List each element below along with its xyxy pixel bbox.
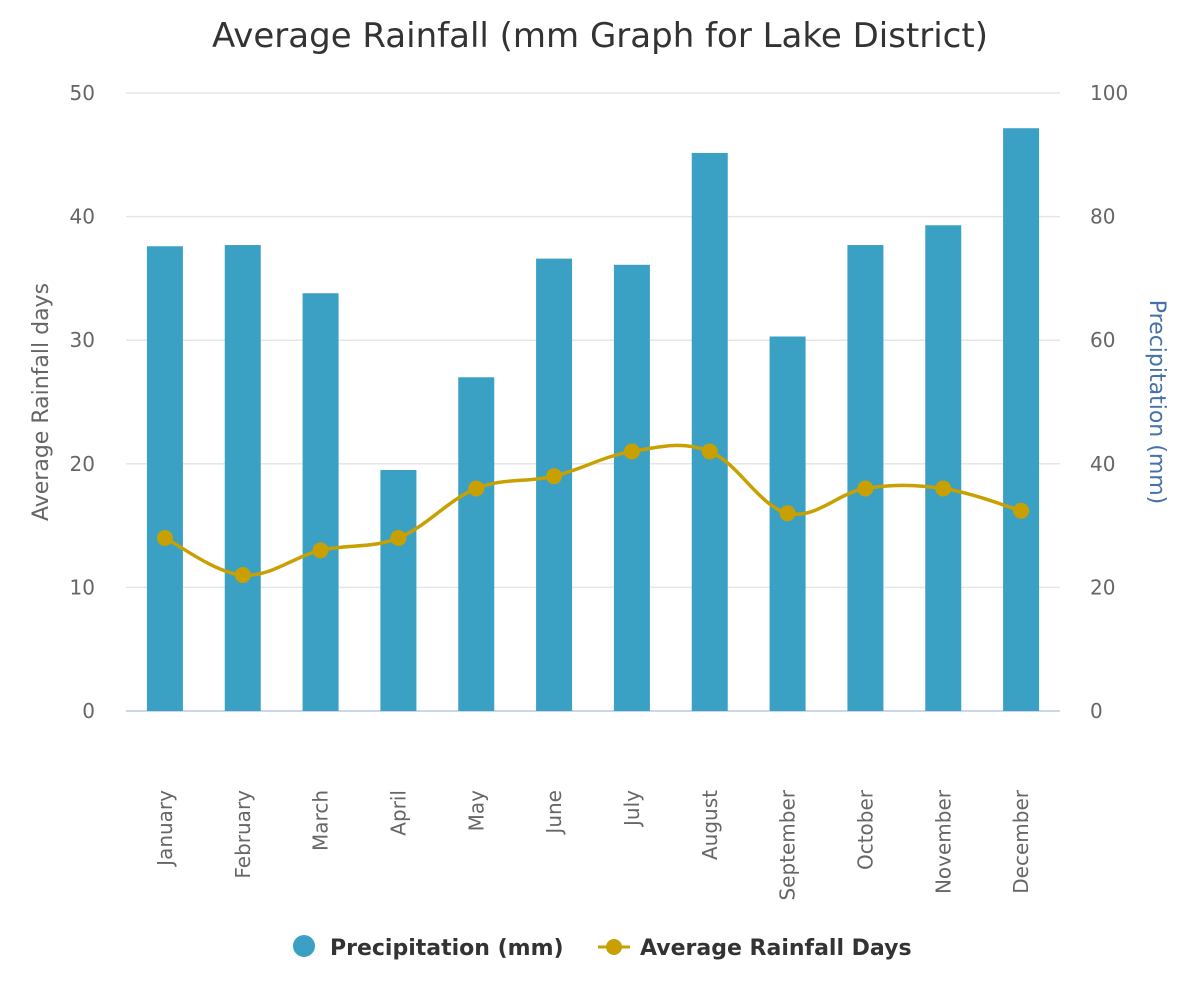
rainfall-days-path [164,443,1022,577]
precipitation-bar[interactable] [302,293,339,711]
x-tick-label: September [776,789,800,900]
left-tick-label: 0 [82,699,95,723]
chart-title: Average Rainfall (mm Graph for Lake Dist… [212,16,988,56]
x-tick-label: March [309,790,333,851]
rainfall-days-point[interactable] [779,505,796,522]
precipitation-bar[interactable] [925,225,962,711]
precipitation-bar[interactable] [146,246,183,711]
legend-rainfall-days-label: Average Rainfall Days [640,936,912,961]
legend: Precipitation (mm) Average Rainfall Days [293,935,912,961]
rainfall-days-point[interactable] [701,443,718,460]
rainfall-days-point[interactable] [546,468,563,485]
legend-precipitation-swatch [293,935,315,957]
left-tick-label: 40 [70,205,95,229]
right-tick-label: 60 [1090,328,1115,352]
precipitation-bar[interactable] [536,258,573,711]
x-tick-label: November [931,789,955,894]
right-axis-title: Precipitation (mm) [1144,300,1169,505]
rainfall-days-line [156,443,1030,584]
rainfall-days-point[interactable] [623,443,640,460]
left-axis-ticks: 0 10 20 30 40 50 [70,81,95,723]
right-tick-label: 100 [1090,81,1128,105]
rainfall-days-point[interactable] [1013,502,1030,519]
legend-precipitation-label: Precipitation (mm) [330,936,564,961]
x-tick-label: December [1009,789,1033,893]
x-tick-label: June [542,790,566,836]
precipitation-bar[interactable] [380,469,417,711]
x-tick-label: February [231,790,255,879]
x-tick-label: January [153,790,177,868]
right-tick-label: 0 [1090,699,1103,723]
precipitation-bar[interactable] [224,245,261,711]
right-tick-label: 80 [1090,205,1115,229]
rainfall-days-point[interactable] [390,529,407,546]
rainfall-days-point[interactable] [312,542,329,559]
left-tick-label: 20 [70,452,95,476]
precipitation-bar[interactable] [1003,128,1040,711]
legend-rainfall-days-marker [606,939,622,955]
legend-item-rainfall-days[interactable]: Average Rainfall Days [598,936,912,961]
rainfall-days-point[interactable] [857,480,874,497]
precipitation-bar[interactable] [691,152,728,712]
x-tick-label: August [698,790,722,860]
rainfall-days-point[interactable] [468,480,485,497]
precipitation-bars [146,128,1040,712]
x-tick-label: July [620,790,644,828]
x-axis-labels: January February March April May June July Augu… [153,789,1033,900]
right-axis-ticks: 0 20 40 60 80 100 [1090,81,1128,723]
precipitation-bar[interactable] [769,336,806,711]
precipitation-bar[interactable] [847,245,884,711]
precipitation-bar[interactable] [613,264,650,711]
left-tick-label: 10 [70,575,95,599]
legend-item-precipitation[interactable]: Precipitation (mm) [293,935,564,961]
rainfall-days-point[interactable] [935,480,952,497]
left-tick-label: 50 [70,81,95,105]
x-tick-label: April [386,790,410,836]
precipitation-bar[interactable] [458,377,495,711]
left-axis-title: Average Rainfall days [29,283,54,521]
right-tick-label: 40 [1090,452,1115,476]
x-tick-label: May [464,790,488,832]
x-tick-label: October [853,789,877,870]
right-tick-label: 20 [1090,575,1115,599]
gridlines [126,92,1060,712]
left-tick-label: 30 [70,328,95,352]
rainfall-days-point[interactable] [234,567,251,584]
rainfall-days-point[interactable] [156,529,173,546]
